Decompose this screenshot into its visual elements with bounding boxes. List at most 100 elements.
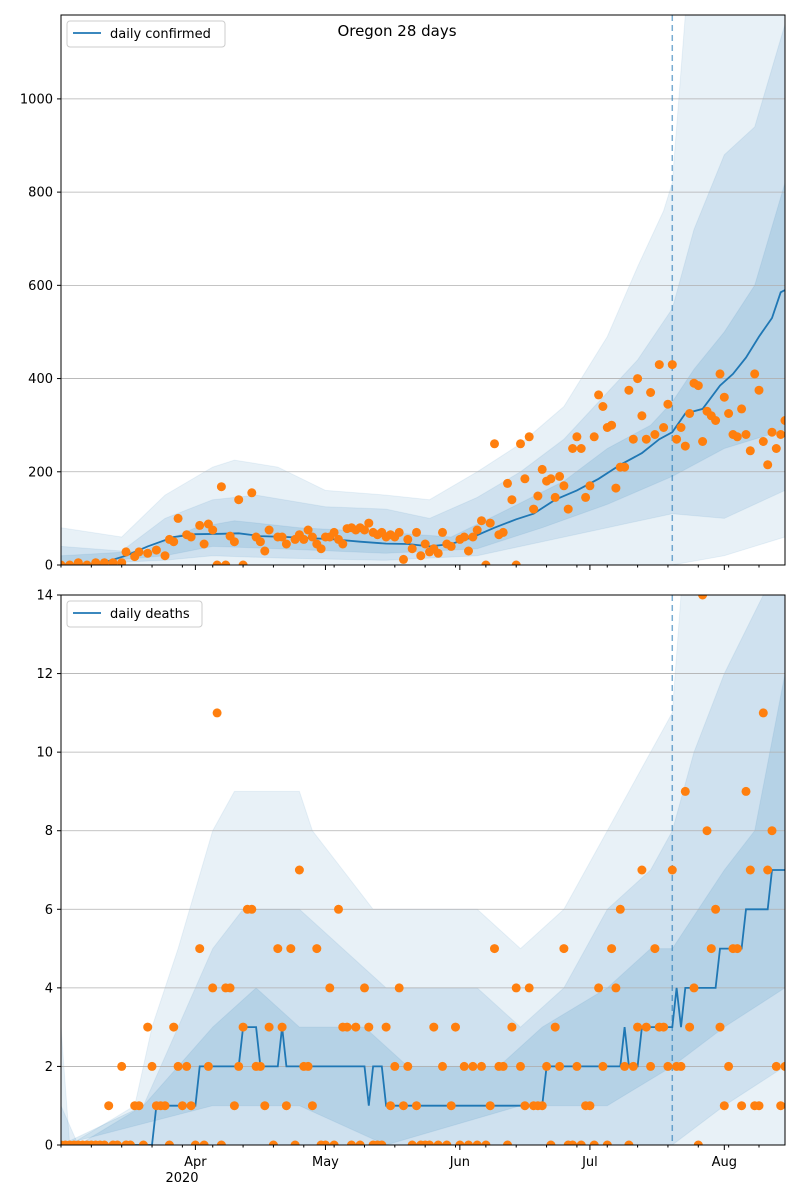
bottom-data-point [203, 1061, 213, 1071]
top-data-point [741, 430, 751, 439]
bottom-data-point [125, 1140, 135, 1145]
top-data-point [307, 532, 317, 542]
bottom-data-point [117, 1061, 127, 1071]
bottom-data-point [711, 904, 721, 914]
top-data-point [208, 525, 218, 535]
top-data-point [433, 548, 443, 558]
bottom-data-point [364, 1022, 374, 1032]
bottom-data-point [542, 1061, 552, 1071]
top-data-point [524, 432, 534, 442]
top-legend: daily confirmed [66, 20, 226, 48]
top-observed-points [61, 360, 785, 565]
top-data-point [199, 539, 209, 549]
bottom-data-point [307, 1101, 317, 1111]
bottom-data-point [455, 1140, 465, 1145]
top-data-point [160, 551, 170, 561]
bottom-data-point [425, 1140, 434, 1145]
bottom-data-point [572, 1061, 582, 1071]
top-data-point [446, 541, 456, 551]
bottom-data-point [451, 1022, 460, 1032]
top-y-tick-label: 0 [45, 559, 53, 574]
top-data-point [338, 539, 348, 549]
bottom-data-point [702, 826, 712, 836]
top-y-tick-label: 200 [28, 465, 53, 480]
bottom-data-point [555, 1061, 565, 1071]
top-data-point [151, 545, 161, 555]
bottom-data-point [719, 1101, 729, 1111]
top-data-point [637, 411, 647, 421]
top-data-point [229, 537, 239, 547]
top-data-point [758, 437, 768, 446]
bottom-x-tick-label: May [312, 1155, 339, 1170]
bottom-x-tick-label: Jun [449, 1155, 470, 1170]
top-data-point [685, 409, 695, 418]
bottom-data-point [667, 865, 677, 875]
bottom-data-point [624, 1140, 634, 1145]
top-y-tick-label: 800 [28, 186, 53, 201]
bottom-data-point [381, 1022, 391, 1032]
bottom-legend-label: daily deaths [110, 607, 190, 622]
top-data-point [537, 464, 547, 474]
bottom-y-tick-label: 0 [45, 1139, 53, 1154]
top-data-point [698, 437, 708, 446]
top-data-point [529, 504, 539, 514]
top-data-point [459, 532, 469, 542]
top-data-point [585, 481, 595, 491]
bottom-data-point [763, 865, 773, 875]
top-data-point [477, 516, 486, 526]
top-data-point [299, 534, 309, 544]
bottom-data-point [598, 1061, 608, 1071]
bottom-data-point [568, 1140, 578, 1145]
x-axis-year-label: 2020 [165, 1171, 198, 1186]
top-data-point [693, 381, 703, 391]
top-data-point [533, 491, 543, 501]
top-data-point [750, 369, 760, 379]
top-data-point [195, 520, 205, 530]
top-data-point [73, 558, 83, 565]
top-data-point [780, 416, 785, 425]
bottom-y-tick-label: 6 [45, 903, 53, 918]
top-data-point [767, 427, 777, 437]
bottom-observed-points [61, 595, 785, 1145]
bottom-data-point [290, 1140, 300, 1145]
top-data-point [511, 560, 521, 565]
top-data-point [672, 434, 682, 444]
bottom-data-point [438, 1061, 447, 1071]
top-data-point [572, 432, 582, 442]
bottom-data-point [776, 1101, 785, 1111]
bottom-data-point [342, 1022, 352, 1032]
top-data-point [481, 560, 491, 565]
top-band-inner [61, 182, 785, 565]
top-data-point [412, 527, 421, 537]
top-data-point [108, 558, 118, 565]
top-data-point [715, 369, 725, 379]
bottom-data-point [303, 1061, 313, 1071]
top-data-point [581, 492, 591, 502]
top-data-point [754, 385, 764, 395]
bottom-data-point [247, 904, 257, 914]
bottom-data-point [286, 944, 296, 954]
top-data-point [724, 409, 734, 418]
top-data-point [134, 547, 144, 557]
top-data-point [169, 537, 179, 547]
bottom-data-point [442, 1140, 452, 1145]
bottom-data-point [386, 1101, 395, 1111]
top-data-point [737, 404, 747, 414]
bottom-data-point [403, 1061, 413, 1071]
bottom-data-point [589, 1140, 599, 1145]
top-data-point [667, 360, 677, 370]
bottom-data-point [143, 1022, 153, 1032]
bottom-data-point [208, 983, 218, 993]
bottom-data-point [524, 983, 534, 993]
bottom-data-point [559, 944, 569, 954]
top-data-point [559, 481, 569, 491]
top-data-point [61, 560, 66, 565]
top-data-point [216, 482, 226, 492]
bottom-data-point [628, 1061, 638, 1071]
top-confidence-bands [61, 15, 785, 565]
top-data-point [659, 423, 669, 432]
bottom-data-point [576, 1140, 586, 1145]
bottom-data-point [186, 1101, 196, 1111]
top-data-point [620, 462, 630, 472]
